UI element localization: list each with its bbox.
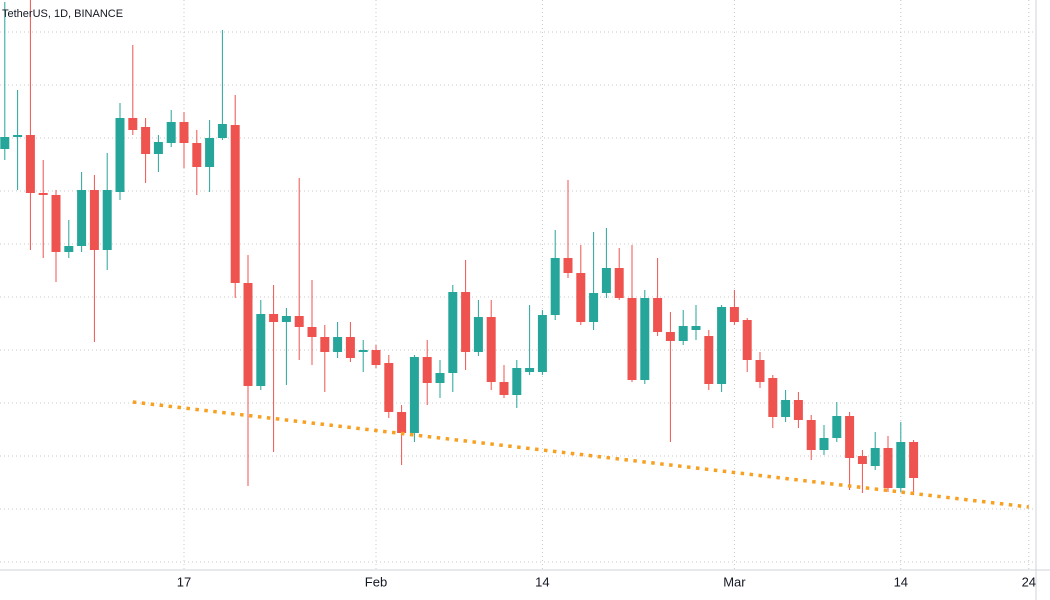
plot (0, 0, 1030, 509)
x-tick-label: Feb (365, 574, 387, 589)
candle-body (896, 442, 906, 488)
candle-body (563, 258, 573, 273)
candle-body (230, 125, 240, 283)
candle-body (89, 190, 99, 250)
candle-body (371, 350, 381, 365)
candle-body (294, 316, 304, 327)
candle-body (627, 298, 637, 380)
candle-body (141, 127, 151, 154)
candle-body (320, 337, 330, 352)
candle-body (537, 315, 547, 372)
candle-body (614, 268, 624, 298)
candle-body (153, 142, 163, 154)
candle-body (742, 320, 752, 360)
candle-body (512, 368, 522, 395)
candle-body (102, 190, 112, 250)
candle-body (550, 258, 560, 315)
candle-body (665, 332, 675, 341)
candle-body (691, 326, 701, 330)
candle-body (77, 190, 87, 246)
candle-body (333, 337, 343, 352)
candle-body (704, 336, 714, 384)
candle-body (640, 298, 650, 380)
x-tick-label: 24 (1022, 574, 1036, 589)
candle-body (832, 416, 842, 438)
candle-body (819, 438, 829, 450)
candle-body (217, 124, 227, 138)
candle-body (729, 307, 739, 322)
candle-body (64, 246, 74, 252)
candle-body (256, 314, 266, 386)
candle-body (115, 118, 125, 192)
candle-body (525, 368, 535, 372)
candle-body (422, 357, 432, 383)
x-tick-label: 14 (535, 574, 549, 589)
candle-body (435, 373, 445, 383)
candle-body (205, 138, 215, 167)
x-tick-label: 14 (894, 574, 908, 589)
candle-body (499, 382, 509, 395)
candle-body (166, 122, 176, 143)
candle-body (397, 412, 407, 433)
candle-body (409, 357, 419, 433)
x-tick-label: 17 (177, 574, 191, 589)
x-tick-label: Mar (723, 574, 746, 589)
candle-body (269, 314, 279, 322)
candle-body (13, 135, 23, 137)
candle-body (128, 118, 138, 130)
candle-body (883, 448, 893, 488)
chart-title: TetherUS, 1D, BINANCE (2, 8, 123, 20)
candle-body (768, 378, 778, 417)
candle-body (717, 307, 727, 384)
candle-body (845, 416, 855, 458)
candle-body (576, 273, 586, 322)
candle-body (793, 400, 803, 420)
candle-body (179, 122, 189, 143)
candle-body (653, 298, 663, 332)
candle-body (25, 135, 35, 193)
candle-body (486, 317, 496, 382)
candle-body (473, 317, 483, 352)
candle-body (281, 316, 291, 322)
candle-body (755, 360, 765, 382)
candle-body (38, 193, 48, 195)
candle-body (781, 400, 791, 417)
candle-body (358, 350, 368, 352)
candle-body (806, 420, 816, 450)
candle-body (307, 327, 317, 337)
candle-body (243, 283, 253, 386)
trendline (132, 400, 1030, 509)
candle-body (448, 292, 458, 373)
candle-body (345, 337, 355, 358)
candle-body (51, 195, 61, 252)
candle-body (384, 363, 394, 412)
candle-body (870, 448, 880, 466)
candle-body (461, 292, 471, 352)
candle-body (0, 137, 10, 149)
candle-body (601, 268, 611, 293)
candle-body (857, 456, 867, 464)
candle-body (589, 293, 599, 322)
candle-body (678, 326, 688, 341)
candle-body (192, 143, 202, 167)
candle-body (909, 442, 919, 478)
